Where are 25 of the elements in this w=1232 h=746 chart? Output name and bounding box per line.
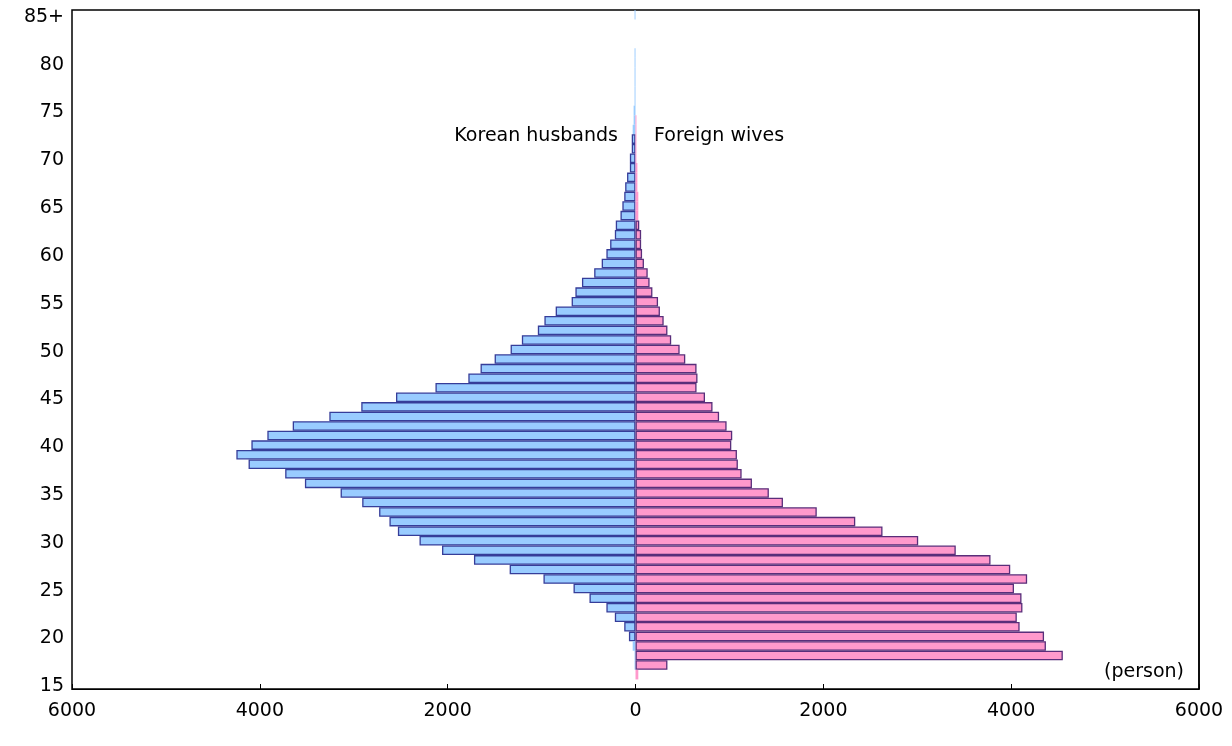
x-tick-label: 6000 [47,697,97,720]
annotation: (person) [1104,658,1184,681]
y-tick-label: 55 [39,290,64,313]
x-tick-label: 4000 [986,697,1036,720]
y-tick-label: 50 [39,338,64,361]
y-tick-label: 30 [39,529,64,552]
x-tick-label: 0 [629,697,642,720]
y-tick-label: 35 [39,481,64,504]
y-tick-label: 70 [39,147,64,170]
y-tick-label: 80 [39,51,64,74]
x-tick-label: 6000 [1174,697,1224,720]
y-tick-label: 85+ [23,3,64,26]
y-tick-label: 40 [39,434,64,457]
y-tick-label: 75 [39,99,64,122]
series-label: Foreign wives [654,122,785,145]
y-tick-label: 20 [39,625,64,648]
x-tick-label: 2000 [423,697,472,720]
y-tick-label: 65 [39,195,64,218]
series-label: Korean husbands [454,122,618,145]
y-tick-label: 45 [39,386,64,409]
x-tick-label: 2000 [799,697,848,720]
y-tick-label: 25 [39,577,64,600]
y-tick-label: 15 [39,673,64,696]
y-tick-label: 60 [39,242,64,265]
x-tick-label: 4000 [235,697,285,720]
